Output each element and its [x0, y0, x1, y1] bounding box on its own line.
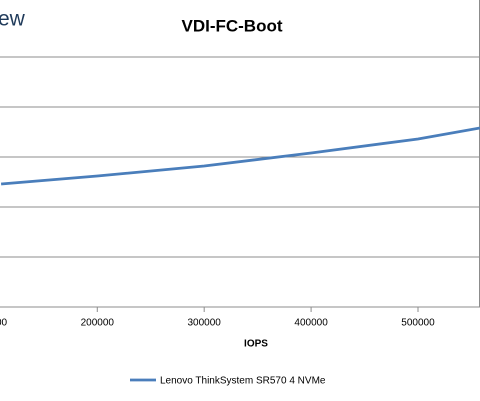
x-tick-label: 400000	[294, 318, 328, 329]
logo-text: ew	[0, 8, 26, 31]
x-tick-label: 500000	[401, 318, 435, 329]
x-tick-label: 200000	[81, 318, 115, 329]
x-tick-label: 100000	[0, 318, 7, 329]
legend-label: Lenovo ThinkSystem SR570 4 NVMe	[160, 376, 326, 387]
series-line	[0, 126, 480, 186]
x-tick-label: 300000	[187, 318, 221, 329]
x-axis-label: IOPS	[244, 339, 268, 350]
chart-title: VDI-FC-Boot	[181, 16, 282, 35]
